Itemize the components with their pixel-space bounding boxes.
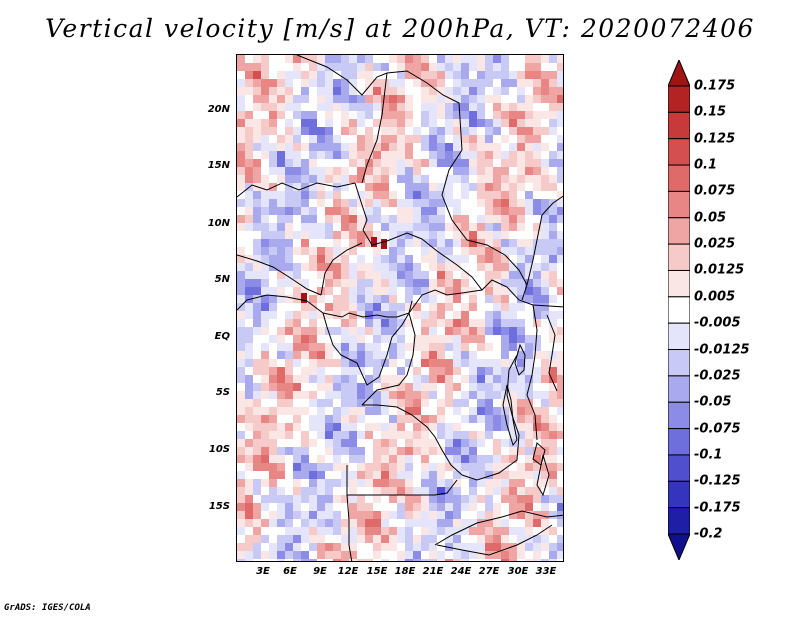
border-line xyxy=(434,510,563,546)
grads-credit: GrADS: IGES/COLA xyxy=(4,603,91,613)
lake-outline xyxy=(536,454,550,497)
lake-outline xyxy=(514,343,526,376)
colorbar-label: 0.025 xyxy=(694,236,736,252)
colorbar-label: -0.1 xyxy=(694,447,723,463)
colorbar-segment xyxy=(668,349,690,377)
colorbar-label: -0.125 xyxy=(694,473,741,489)
border-line xyxy=(237,254,322,296)
colorbar-segment xyxy=(668,164,690,192)
colorbar-segment xyxy=(668,375,690,403)
colorbar-segment xyxy=(668,190,690,219)
colorbar-label: 0.0125 xyxy=(694,262,745,278)
border-line xyxy=(347,479,458,496)
lat-label: 5S xyxy=(215,387,230,398)
lat-label: 20N xyxy=(207,104,230,115)
colorbar-segment xyxy=(668,507,690,535)
colorbar-segment xyxy=(668,138,690,166)
colorbar-segment xyxy=(668,454,690,482)
colorbar-label: -0.025 xyxy=(694,368,741,384)
colorbar-segment xyxy=(668,243,690,271)
border-line xyxy=(441,149,528,286)
colorbar-segment xyxy=(668,296,690,324)
colorbar-label: -0.2 xyxy=(694,526,723,542)
border-line xyxy=(354,182,423,246)
colorbar-segment xyxy=(668,533,690,560)
colorbar-label: 0.15 xyxy=(694,104,727,120)
colorbar-segment xyxy=(668,269,690,298)
lat-label: EQ xyxy=(214,331,230,342)
border-line xyxy=(362,404,463,476)
lon-label: 21E xyxy=(422,566,444,577)
border-line xyxy=(361,312,416,406)
colorbar-segment xyxy=(668,85,690,113)
colorbar-segment xyxy=(668,322,690,351)
lat-label: 15S xyxy=(208,501,230,512)
map-title: Vertical velocity [m/s] at 200hPa, VT: 2… xyxy=(45,14,755,43)
colorbar-segment xyxy=(668,111,690,140)
colorbar-label: -0.0125 xyxy=(694,342,750,358)
lon-label: 15E xyxy=(366,566,388,577)
border-line xyxy=(237,182,356,198)
country-borders xyxy=(237,55,563,561)
border-line xyxy=(546,314,558,392)
lon-label: 24E xyxy=(450,566,472,577)
border-line xyxy=(361,72,388,184)
colorbar-segment xyxy=(668,401,690,430)
border-line xyxy=(322,300,413,386)
velocity-field xyxy=(237,55,563,561)
border-line xyxy=(461,354,520,481)
velocity-field-map xyxy=(237,55,563,561)
colorbar-label: -0.175 xyxy=(694,500,741,516)
map-panel xyxy=(236,54,564,562)
border-line xyxy=(521,195,563,301)
colorbar-segment xyxy=(668,480,690,509)
lat-label: 5N xyxy=(214,274,230,285)
lake-outline xyxy=(502,384,518,447)
lon-label: 9E xyxy=(313,566,327,577)
border-line xyxy=(436,524,553,556)
colorbar-segment xyxy=(668,60,690,87)
lon-label: 12E xyxy=(337,566,359,577)
colorbar xyxy=(668,60,690,560)
colorbar-label: 0.175 xyxy=(694,78,736,94)
colorbar-label: -0.075 xyxy=(694,421,741,437)
colorbar-label: -0.05 xyxy=(694,394,732,410)
lon-label: 3E xyxy=(256,566,270,577)
colorbar-label: 0.05 xyxy=(694,210,727,226)
lon-label: 30E xyxy=(507,566,529,577)
colorbar-label: 0.125 xyxy=(694,131,736,147)
border-line xyxy=(421,238,563,308)
lake-outlines xyxy=(502,343,550,497)
lon-label: 6E xyxy=(283,566,297,577)
colorbar-label: 0.1 xyxy=(694,157,718,173)
border-line xyxy=(320,242,363,296)
colorbar-label: -0.005 xyxy=(694,315,741,331)
lon-label: 27E xyxy=(478,566,500,577)
border-line xyxy=(346,465,353,561)
lon-label: 18E xyxy=(394,566,416,577)
lon-label: 33E xyxy=(535,566,557,577)
lat-label: 10N xyxy=(207,218,230,229)
border-line xyxy=(237,294,324,314)
colorbar-segment xyxy=(668,428,690,456)
colorbar-label: 0.005 xyxy=(694,289,736,305)
border-line xyxy=(526,304,538,441)
lat-label: 15N xyxy=(207,160,230,171)
lat-label: 10S xyxy=(208,444,230,455)
border-line xyxy=(322,312,397,318)
colorbar-label: 0.075 xyxy=(694,183,736,199)
colorbar-segment xyxy=(668,217,690,245)
